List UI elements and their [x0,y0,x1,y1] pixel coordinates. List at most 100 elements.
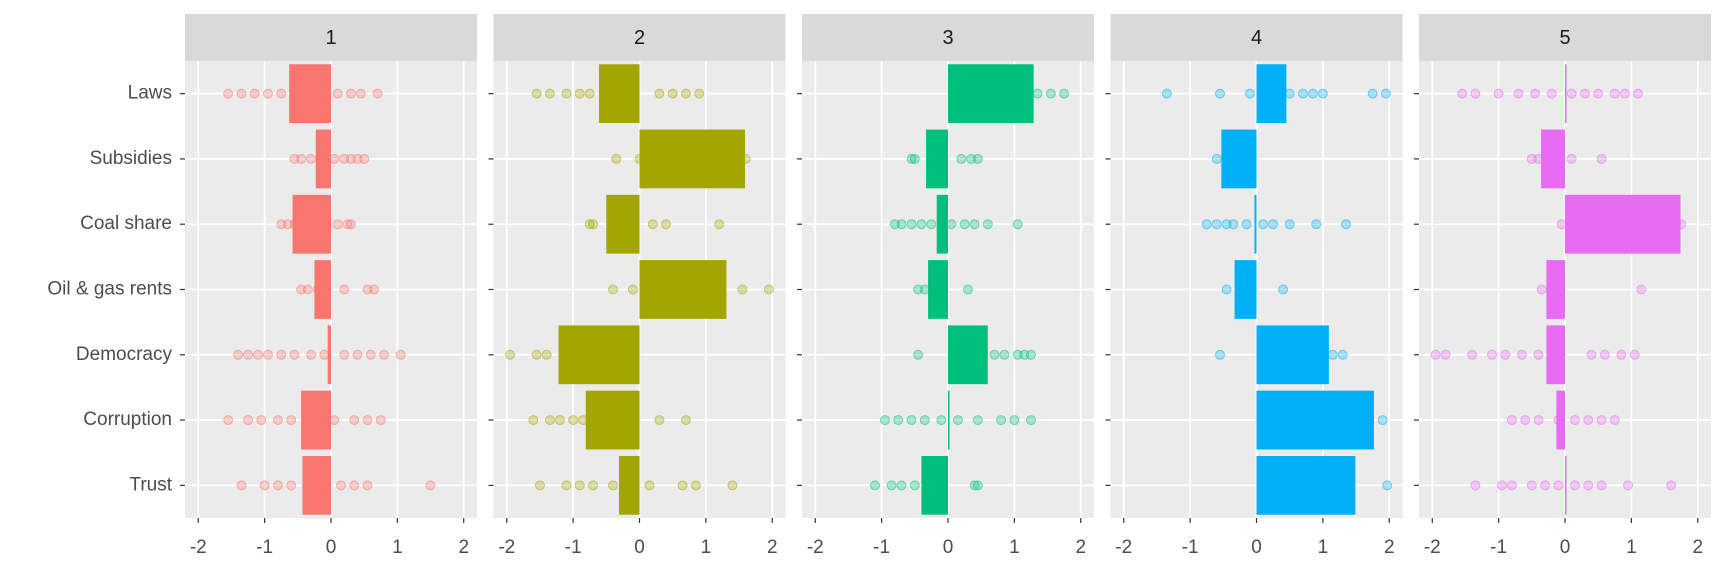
point [1533,349,1544,360]
x-tick-label: 1 [1318,537,1329,558]
point [289,349,300,360]
point [306,415,317,426]
x-tick-label: 2 [1384,537,1395,558]
point [969,480,980,491]
bar [1256,390,1374,450]
x-tick-label: -1 [873,537,890,558]
point [1211,219,1222,230]
point [962,284,973,295]
point [1337,349,1348,360]
bar [1254,194,1257,254]
point [1566,88,1577,99]
strip-background [1419,14,1711,61]
point [1619,88,1630,99]
strip-background [802,14,1094,61]
point [425,480,436,491]
point [694,88,705,99]
point [302,284,313,295]
point [1307,88,1318,99]
strip-background [493,14,786,61]
point [1633,88,1643,99]
y-tick-label: Trust [129,474,172,495]
point [972,153,983,164]
x-tick-label: -1 [256,537,273,558]
bar [315,129,331,189]
facet-title: 4 [1251,27,1262,49]
facet-title: 2 [634,27,645,49]
point [1566,153,1577,164]
point [1496,480,1507,491]
point [1297,88,1308,99]
point [1311,219,1322,230]
point [362,415,373,426]
x-tick-label: -1 [565,537,582,558]
point [1215,349,1225,360]
point [654,415,665,426]
point [355,88,366,99]
point [1317,88,1328,99]
point [243,349,254,360]
point [677,480,688,491]
point [1327,349,1338,360]
point [680,415,691,426]
point [1382,480,1393,491]
point [906,415,917,426]
point [243,415,254,426]
point [1553,480,1564,491]
point [952,415,963,426]
y-tick-label: Coal share [80,213,172,234]
point [1533,153,1544,164]
x-tick-label: -2 [498,537,515,558]
bar [618,455,640,515]
point [588,219,599,230]
x-tick-label: -1 [1182,537,1199,558]
point [1268,219,1279,230]
point [1556,219,1567,230]
point [737,284,748,295]
point [1367,88,1378,99]
point [342,219,353,230]
point [634,153,645,164]
point [1211,153,1222,164]
point [1025,349,1036,360]
point [1221,284,1232,295]
point [1009,415,1020,426]
point [1596,153,1607,164]
point [544,415,555,426]
point [375,415,386,426]
y-tick-label: Oil & gas rents [47,279,172,300]
point [306,349,317,360]
x-tick-label: -2 [1115,537,1132,558]
point [588,480,599,491]
bar [921,455,948,515]
x-tick-label: 2 [1692,537,1703,558]
x-tick-label: 1 [392,537,403,558]
point [335,480,346,491]
point [362,480,373,491]
bar [606,194,640,254]
bar [1256,64,1287,124]
point [1666,480,1677,491]
point [996,415,1007,426]
point [1380,88,1391,99]
point [1241,219,1252,230]
x-tick-label: 0 [1251,537,1262,558]
point [1616,349,1627,360]
point [1546,88,1557,99]
x-tick-label: 0 [634,537,645,558]
point [647,219,658,230]
bar [1565,455,1567,515]
point [584,88,595,99]
point [690,480,701,491]
point [369,284,380,295]
point [893,415,904,426]
point [1012,219,1023,230]
point [345,88,356,99]
point [667,88,678,99]
bar [585,390,640,450]
point [969,219,980,230]
point [1526,480,1537,491]
point [256,415,267,426]
point [1583,480,1594,491]
